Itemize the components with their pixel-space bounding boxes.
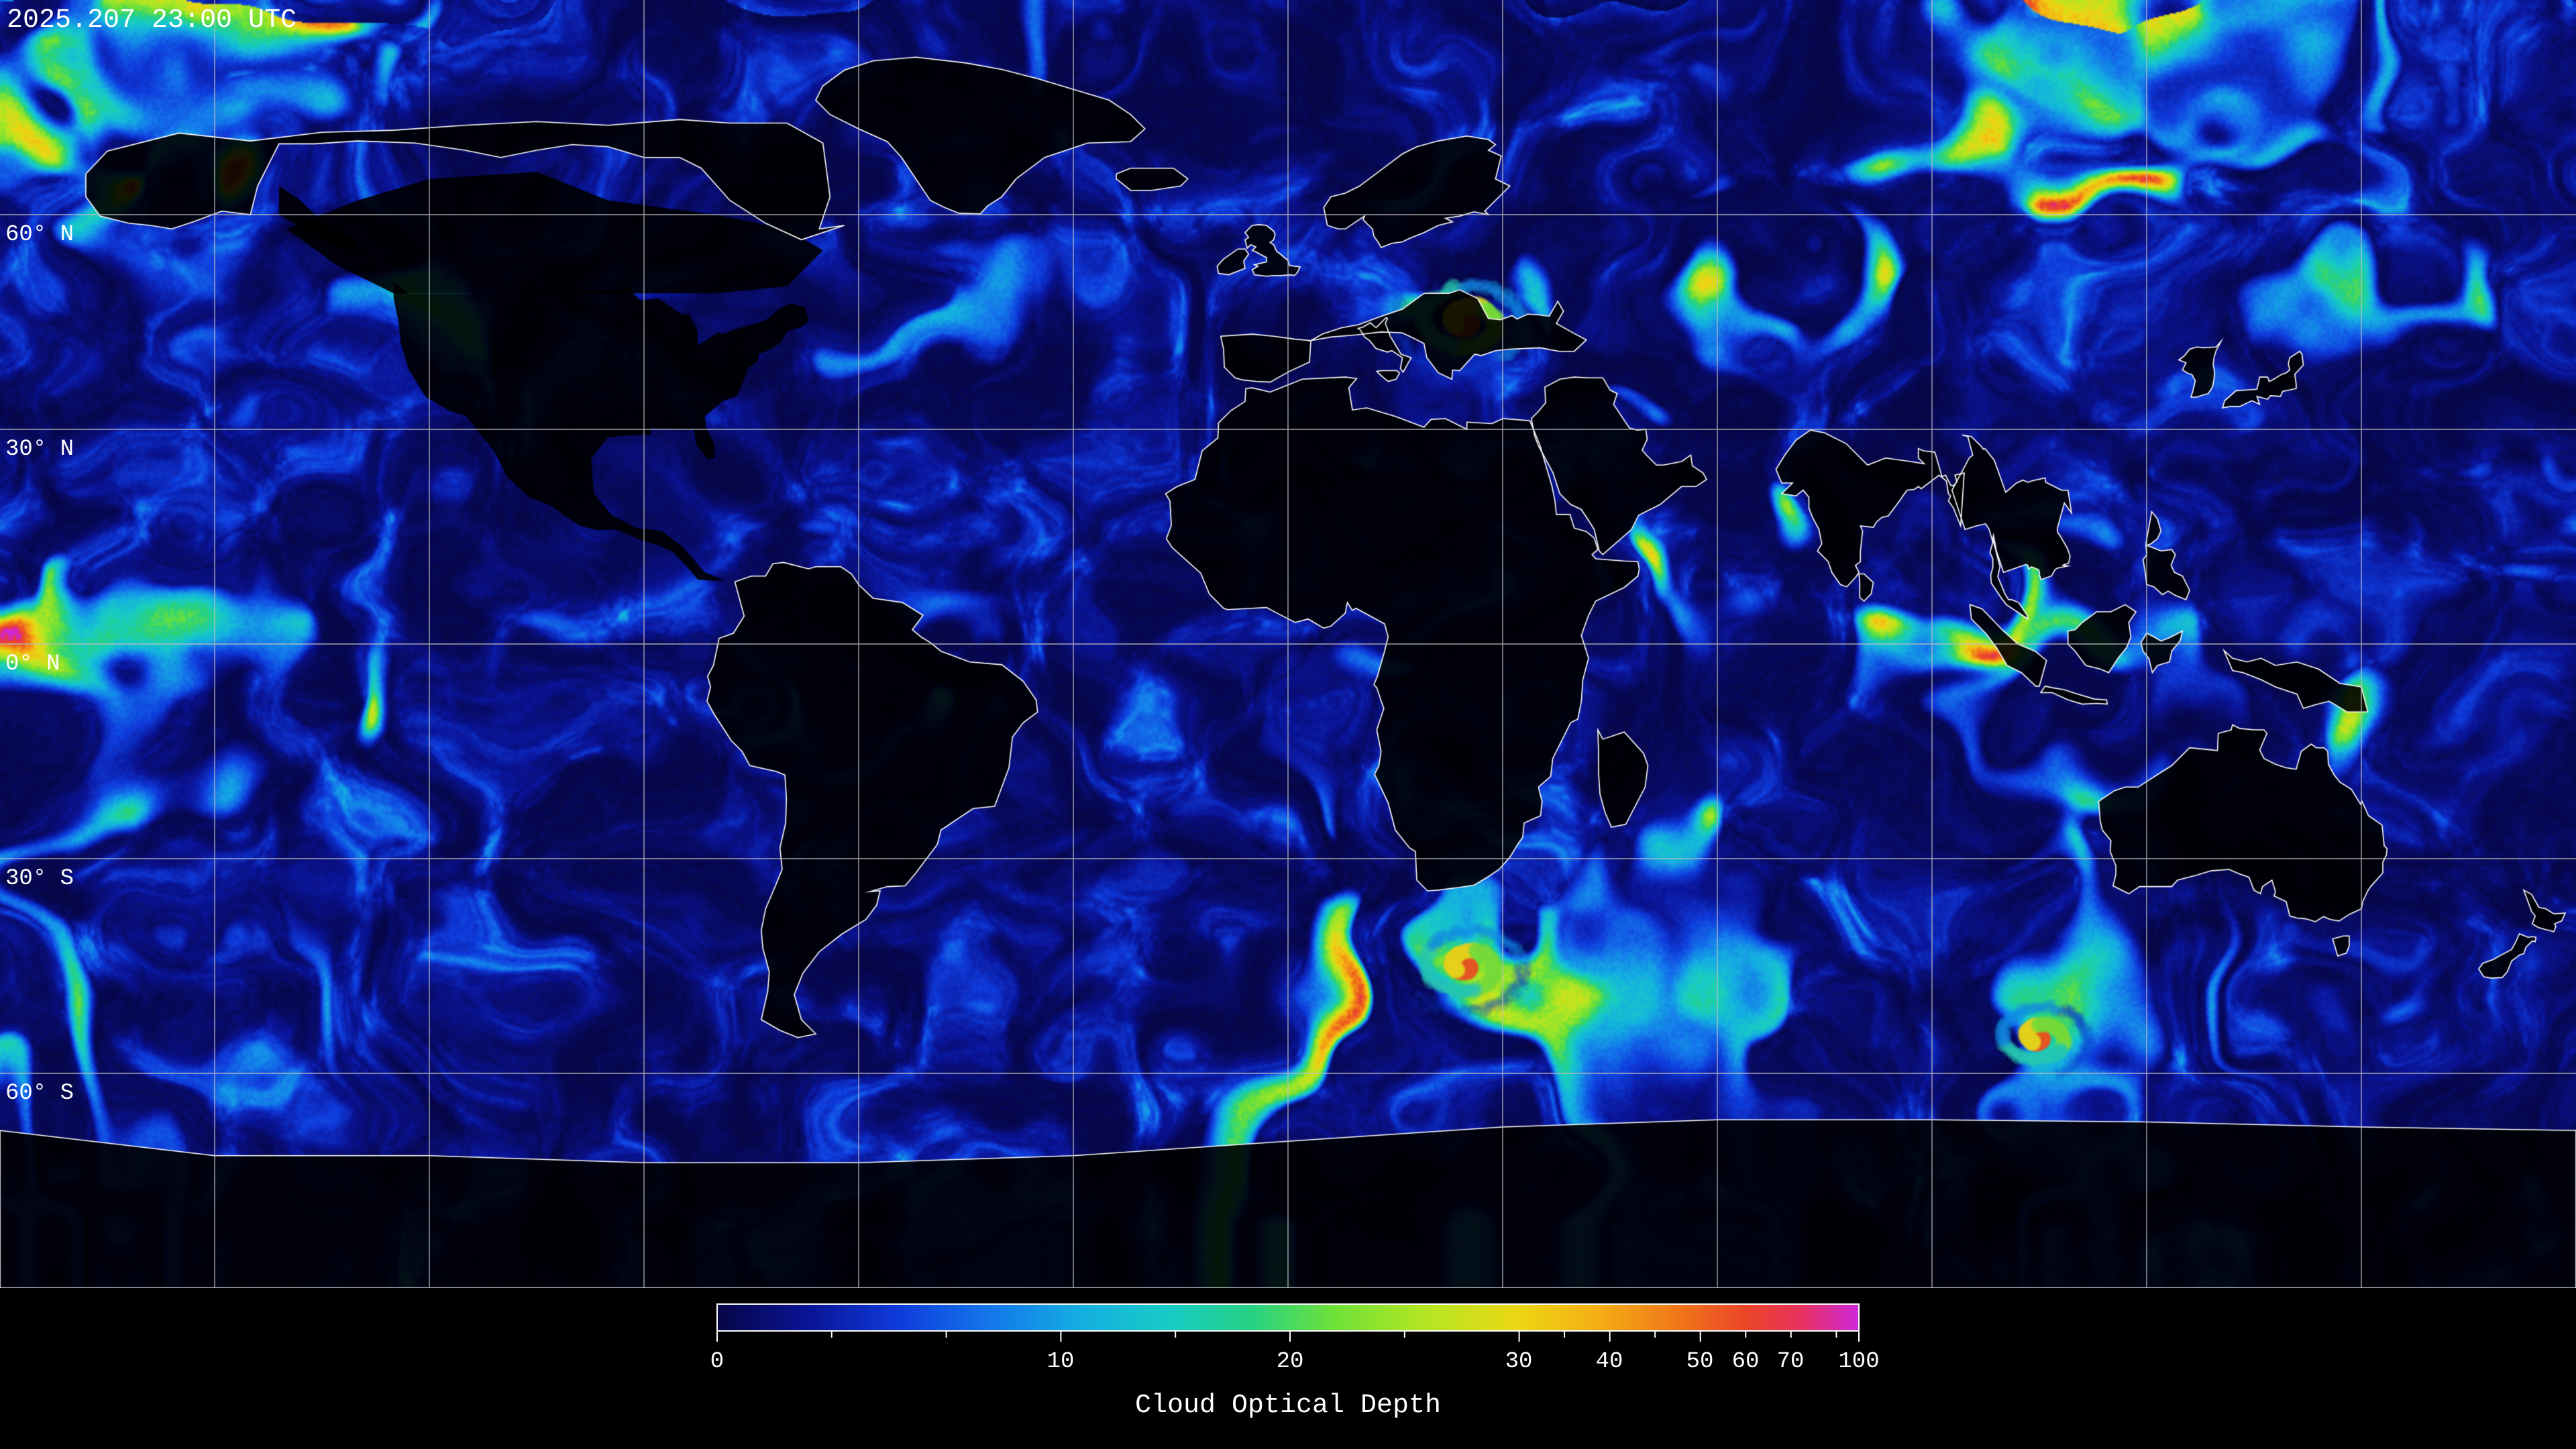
svg-text:10: 10	[1047, 1349, 1075, 1375]
svg-text:0° N: 0° N	[5, 651, 60, 677]
svg-text:60° N: 60° N	[5, 222, 74, 248]
svg-text:Cloud Optical Depth: Cloud Optical Depth	[1135, 1391, 1441, 1421]
svg-text:70: 70	[1777, 1349, 1805, 1375]
svg-text:100: 100	[1838, 1349, 1879, 1375]
svg-text:30° N: 30° N	[5, 437, 74, 462]
svg-text:30: 30	[1505, 1349, 1533, 1375]
svg-text:20: 20	[1277, 1349, 1304, 1375]
svg-text:50: 50	[1686, 1349, 1714, 1375]
svg-text:60° S: 60° S	[5, 1081, 74, 1106]
svg-text:60: 60	[1732, 1349, 1760, 1375]
svg-text:40: 40	[1596, 1349, 1623, 1375]
svg-text:30° S: 30° S	[5, 866, 74, 892]
svg-text:2025.207 23:00 UTC: 2025.207 23:00 UTC	[7, 5, 297, 36]
svg-text:0: 0	[710, 1349, 724, 1375]
